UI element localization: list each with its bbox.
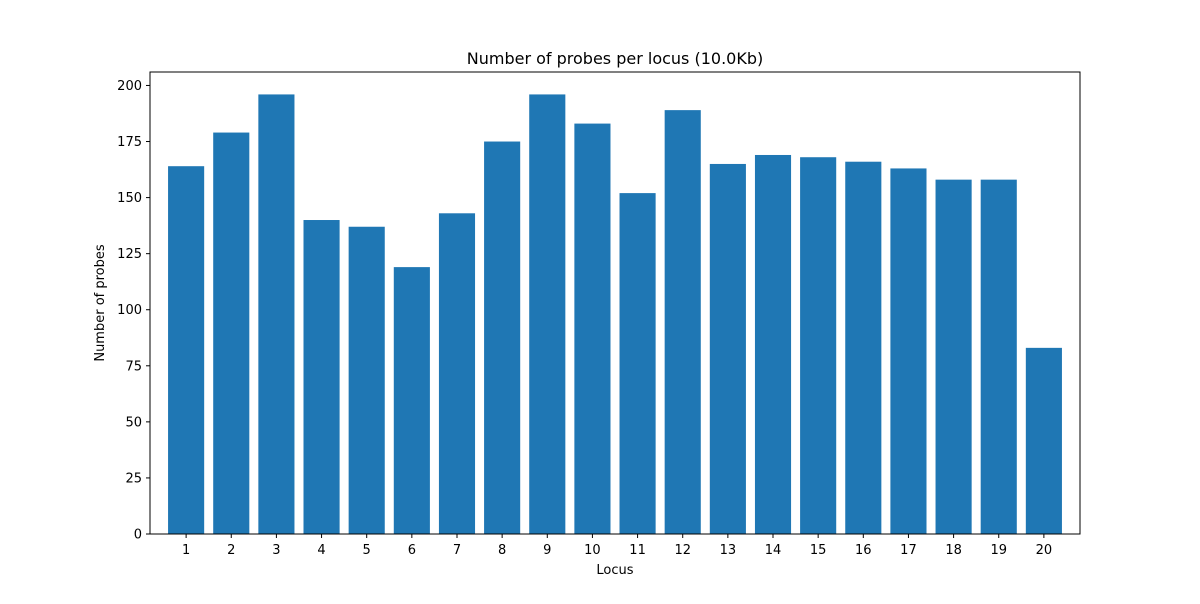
bar-locus-5 — [348, 226, 385, 535]
x-tick-label: 12 — [674, 543, 691, 558]
bar-locus-16 — [845, 161, 882, 534]
y-axis-label: Number of probes — [93, 244, 108, 362]
x-tick-label: 11 — [629, 543, 646, 558]
x-tick-label: 1 — [182, 543, 190, 558]
x-tick-label: 8 — [498, 543, 506, 558]
x-tick-label: 20 — [1036, 543, 1053, 558]
x-tick-label: 18 — [945, 543, 962, 558]
bar-locus-17 — [890, 168, 927, 534]
y-tick-label: 150 — [117, 191, 142, 206]
x-tick-label: 15 — [810, 543, 827, 558]
x-tick-label: 9 — [543, 543, 551, 558]
y-axis: 0 25 50 75 100 125 150 175 200 — [117, 79, 150, 543]
bar-locus-7 — [438, 213, 476, 534]
bar-locus-14 — [754, 154, 792, 534]
bar-locus-2 — [213, 132, 250, 534]
y-tick-label: 50 — [125, 415, 142, 430]
bar-locus-15 — [800, 157, 837, 534]
x-tick-label: 5 — [363, 543, 371, 558]
plot-frame — [149, 71, 1081, 535]
x-tick-label: 10 — [584, 543, 601, 558]
x-tick-label: 7 — [453, 543, 461, 558]
y-tick-label: 25 — [125, 471, 142, 486]
x-tick-label: 13 — [720, 543, 737, 558]
x-tick-label: 19 — [990, 543, 1007, 558]
y-tick-label: 75 — [125, 359, 142, 374]
chart-title: Number of probes per locus (10.0Kb) — [467, 49, 763, 68]
y-tick-label: 100 — [117, 303, 142, 318]
x-axis-label: Locus — [596, 563, 633, 578]
x-tick-label: 2 — [227, 543, 235, 558]
y-tick-label: 175 — [117, 135, 142, 150]
bar-locus-3 — [258, 94, 295, 534]
bar-locus-10 — [574, 123, 611, 535]
bar-locus-18 — [935, 179, 972, 534]
bar-locus-12 — [664, 110, 701, 534]
y-tick-label: 0 — [134, 528, 142, 543]
bar-locus-13 — [709, 163, 746, 534]
bar-locus-6 — [393, 267, 430, 534]
bar-locus-19 — [980, 179, 1017, 534]
y-tick-label: 125 — [117, 247, 142, 262]
x-tick-label: 3 — [272, 543, 280, 558]
y-tick-label: 200 — [117, 79, 142, 94]
bar-locus-9 — [529, 94, 566, 534]
x-tick-label: 17 — [900, 543, 917, 558]
x-axis: 1 2 3 4 5 6 7 8 9 10 11 12 13 14 15 16 17 18 19 20 — [182, 534, 1052, 558]
x-tick-label: 4 — [317, 543, 325, 558]
bar-locus-1 — [168, 166, 205, 535]
bar-locus-11 — [619, 193, 656, 534]
bars — [168, 94, 1062, 535]
x-tick-label: 16 — [855, 543, 872, 558]
bar-locus-4 — [303, 220, 340, 535]
x-tick-label: 6 — [408, 543, 416, 558]
x-tick-label: 14 — [765, 543, 782, 558]
bar-locus-20 — [1025, 347, 1062, 534]
bar-locus-8 — [484, 141, 521, 534]
